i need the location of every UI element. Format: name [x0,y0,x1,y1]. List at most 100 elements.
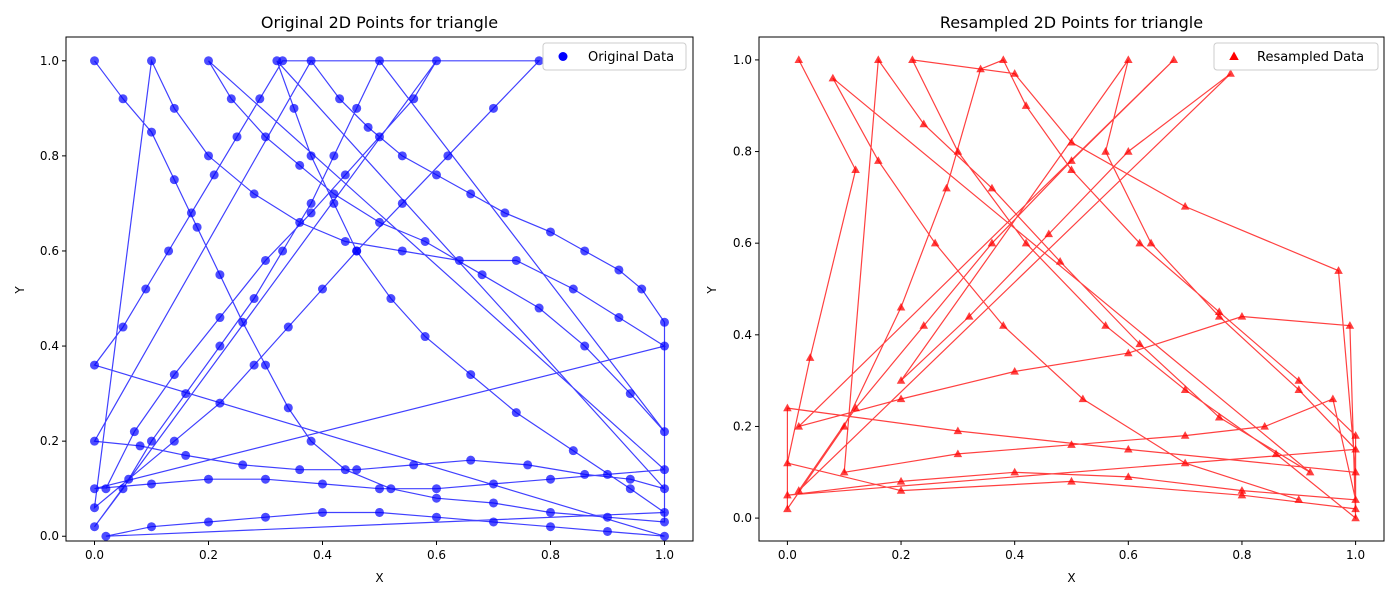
data-point [1237,490,1247,499]
data-point [489,517,498,527]
legend-marker-circle [558,52,568,61]
data-point [375,56,384,66]
axes: 0.0 0.2 0.4 0.6 0.8 1.0 0.0 0.2 0.4 0.6 0.8 1.0 [733,36,1385,562]
data-point [625,474,635,484]
data-point [192,222,202,232]
data-point [340,465,350,475]
data-point [964,311,974,320]
data-point [466,189,476,199]
data-point [226,94,236,104]
data-point [352,246,362,256]
data-point [660,484,669,494]
data-point [215,313,225,323]
data-point [580,469,590,479]
data-point [1351,504,1360,513]
data-point [340,236,350,246]
x-tick-label: 0.0 [778,548,797,562]
y-tick-label: 0.6 [40,244,59,258]
data-point [1294,376,1304,384]
data-point [851,403,860,412]
data-point [999,55,1008,64]
data-point [896,486,906,494]
data-point [568,284,578,294]
data-point [101,484,111,494]
data-point [1010,467,1019,476]
data-point [375,217,384,227]
data-point [511,408,521,418]
data-point [466,455,476,465]
data-point [204,474,213,484]
data-point [1067,440,1076,448]
data-point [261,255,270,265]
y-tick-label: 0.8 [40,149,59,163]
data-point [603,512,612,522]
data-point [953,449,963,458]
data-point [204,151,213,161]
data-point [409,460,419,470]
data-point [1078,394,1088,403]
x-tick-label: 0.8 [1232,548,1251,562]
data-point [186,208,196,218]
data-point [249,360,259,370]
data-point [147,436,156,446]
data-point [90,522,99,532]
data-point [1214,311,1224,320]
data-point [1180,385,1190,393]
data-point [828,73,838,82]
plot-area [783,55,1360,522]
data-point [546,507,555,517]
y-tick-label: 0.2 [40,434,59,448]
data-point [261,132,270,142]
data-point [625,484,635,494]
x-tick-label: 0.4 [1005,548,1024,562]
data-point [1067,137,1076,146]
data-point [896,302,906,311]
data-point [255,94,265,104]
data-point [278,56,288,66]
data-point [129,427,139,437]
legend-box [1213,42,1379,71]
data-point [169,175,179,185]
legend-label: Original Data [588,50,674,65]
data-point [1010,69,1019,77]
data-point [660,507,669,517]
data-point [523,460,533,470]
data-point [660,465,669,475]
data-point [660,427,669,437]
data-point [1351,513,1360,522]
data-point [477,270,487,280]
data-point [335,94,345,104]
data-point [534,303,544,313]
axes-frame [65,36,694,542]
x-tick-label: 1.0 [1346,548,1365,562]
data-point [90,56,99,66]
x-axis-label: X [375,571,383,585]
series-line [93,58,667,537]
data-point [1021,101,1031,109]
data-point [147,127,156,137]
data-point [147,479,156,489]
data-point [546,227,555,237]
data-point [1124,147,1133,155]
data-point [432,484,441,494]
data-point [409,94,419,104]
data-point [329,189,339,199]
data-point [238,460,248,470]
chart-title: Original 2D Points for triangle [261,13,498,32]
data-point [660,517,669,527]
data-point [90,503,99,513]
data-point [363,122,373,132]
data-point [215,341,225,351]
data-point [489,103,498,113]
data-point [90,436,99,446]
data-point [1021,238,1031,247]
data-point [1101,147,1110,155]
chart-original: Original 2D Points for triangle 0.0 0.2 0.… [13,13,694,585]
data-point [783,490,792,499]
data-point [90,484,99,494]
data-point [500,208,510,218]
data-point [546,474,555,484]
data-point [1214,412,1224,421]
legend: Resampled Data [1213,42,1379,71]
legend: Original Data [542,42,687,71]
